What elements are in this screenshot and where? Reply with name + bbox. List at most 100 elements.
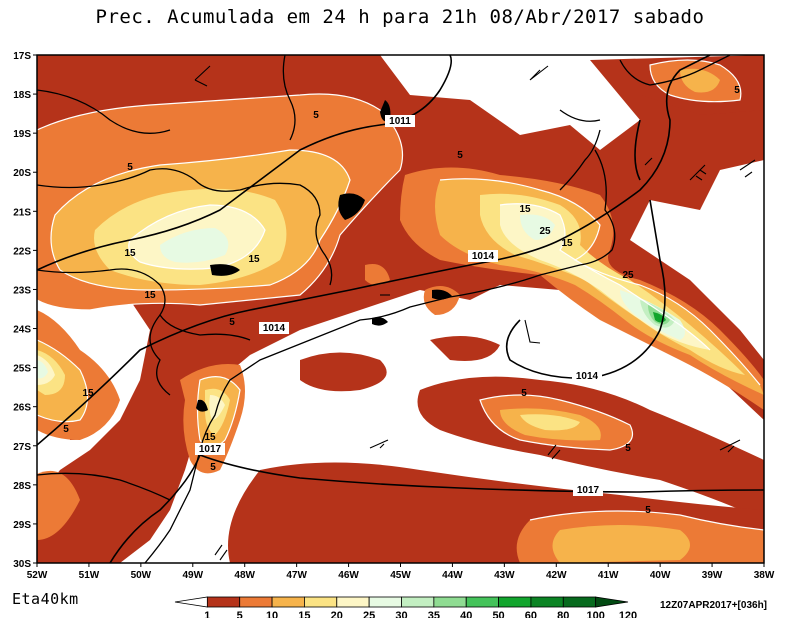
lat-tick-label: 23S [13,285,31,296]
colorbar-swatch [304,596,338,608]
colorbar-swatch [271,596,305,608]
lat-tick-label: 21S [13,207,31,218]
lon-tick-label: 52W [27,570,48,581]
precip-contour-label: 15 [204,432,216,443]
lat-tick-label: 19S [13,129,31,140]
precip-contour-label: 5 [625,443,631,454]
precip-contour-label: 5 [313,110,319,121]
colorbar-label: 80 [557,610,569,618]
lon-tick-label: 48W [234,570,255,581]
isobar-labels: 1011 1014 1014 1014 1017 1017 [195,115,603,496]
precip-contour-label: 5 [210,462,216,473]
precip-contour-label: 15 [124,248,136,259]
lat-tick-label: 24S [13,325,31,336]
colorbar-swatch [498,596,532,608]
lon-tick-label: 38W [754,570,775,581]
colorbar-swatch [368,596,402,608]
isobar-label-bg [468,250,498,262]
lon-tick-label: 46W [338,570,359,581]
colorbar-label: 35 [428,610,440,618]
latitude-axis: 17S 18S 19S 20S 21S 22S 23S 24S 25S 26S 27S 28S 29S 3… [13,51,37,570]
precip-contour-label: 15 [561,238,573,249]
precip-contour-label: 25 [622,270,634,281]
lat-tick-label: 17S [13,51,31,62]
run-timestamp: 12Z07APR2017+[036h] [660,600,768,611]
precip-contour-label: 15 [248,254,260,265]
colorbar-label: 10 [266,610,278,618]
colorbar-label: 1 [204,610,210,618]
precip-contour-label: 15 [519,204,531,215]
map-title: Prec. Acumulada em 24 h para 21h 08/Abr/… [95,6,705,28]
lon-tick-label: 47W [286,570,307,581]
isobar-label: 1014 [263,323,286,334]
colorbar-label: 30 [395,610,407,618]
lon-tick-label: 49W [183,570,204,581]
isobar-label: 1014 [576,371,599,382]
colorbar-swatch [239,596,273,608]
precip-contour-label: 5 [521,388,527,399]
precip-contour-label: 5 [127,162,133,173]
lat-tick-label: 29S [13,520,31,531]
colorbar-swatch [206,596,241,608]
isobar-label-bg [385,115,415,127]
lat-tick-label: 27S [13,442,31,453]
isobar-label: 1017 [577,485,600,496]
precip-contour-label: 15 [82,388,94,399]
lon-tick-label: 45W [390,570,411,581]
lon-tick-label: 40W [650,570,671,581]
isobar-label: 1011 [389,116,411,127]
precip-contour-labels: 5 5 5 15 15 15 5 15 25 15 25 15 5 15 5 5 5 5 5 [63,85,740,516]
isobar-label-bg [195,443,225,455]
precipitation-field [37,55,764,563]
colorbar-label: 120 [619,610,637,618]
colorbar-swatch [174,596,208,608]
colorbar-label: 60 [525,610,537,618]
isobar-label: 1017 [199,444,222,455]
lon-tick-label: 42W [546,570,567,581]
isobars [37,55,764,563]
colorbar-label: 40 [460,610,472,618]
model-name: Eta40km [12,590,79,608]
lon-tick-label: 44W [442,570,463,581]
lat-tick-label: 25S [13,364,31,375]
colorbar-swatch [433,596,467,608]
lat-tick-label: 30S [13,559,31,570]
precip-contour-label: 5 [63,424,69,435]
colorbar-label: 5 [237,610,243,618]
lat-tick-label: 26S [13,403,31,414]
lon-tick-label: 43W [494,570,515,581]
precip-contour-label: 5 [734,85,740,96]
lon-tick-label: 50W [131,570,152,581]
colorbar-swatch [465,596,499,608]
lon-tick-label: 51W [79,570,100,581]
precip-contour-label: 25 [539,226,551,237]
colorbar-swatch [401,596,435,608]
colorbar-label: 15 [298,610,310,618]
lat-tick-label: 28S [13,481,31,492]
isobar-label-bg [573,484,603,496]
colorbar-label: 100 [586,610,604,618]
precip-contour-label: 5 [457,150,463,161]
precip-contour-label: 15 [144,290,156,301]
lon-tick-label: 41W [598,570,619,581]
colorbar-swatch [595,596,629,608]
colorbar: 1 5 10 15 20 25 30 35 40 50 60 80 100 120 [174,596,637,618]
isobar-label-bg [259,322,289,334]
wind-barbs [194,65,756,561]
precip-contours [37,59,764,531]
lat-tick-label: 18S [13,90,31,101]
colorbar-swatch [530,596,564,608]
colorbar-label: 20 [331,610,343,618]
colorbar-label: 50 [492,610,504,618]
precip-contour-label: 5 [229,317,235,328]
lat-tick-label: 20S [13,168,31,179]
longitude-axis: 52W 51W 50W 49W 48W 47W 46W 45W 44W 43W 42W 41W 40W 3… [27,563,775,581]
colorbar-swatch [336,596,370,608]
lon-tick-label: 39W [702,570,723,581]
lat-tick-label: 22S [13,246,31,257]
colorbar-label: 25 [363,610,375,618]
precip-contour-label: 5 [645,505,651,516]
isobar-label-bg [572,370,602,382]
colorbar-swatch [562,596,597,608]
